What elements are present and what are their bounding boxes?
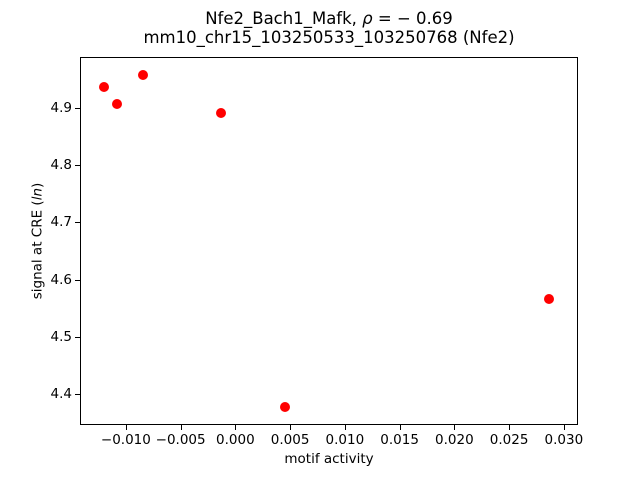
data-point xyxy=(216,108,227,119)
chart-title-line1: Nfe2_Bach1_Mafk, ρ = − 0.69 xyxy=(80,9,578,29)
x-axis-tick-mark xyxy=(180,425,182,430)
x-axis-tick-label: 0.025 xyxy=(489,432,529,448)
x-axis-tick-mark xyxy=(290,425,292,430)
x-axis-tick-mark xyxy=(454,425,456,430)
y-axis-tick-label: 4.9 xyxy=(50,100,72,117)
y-axis-tick-label: 4.7 xyxy=(50,214,72,231)
x-axis-label: motif activity xyxy=(284,451,374,467)
y-axis-label-ln: ln xyxy=(29,187,46,201)
x-axis-tick-label: −0.005 xyxy=(155,432,206,448)
x-axis-tick-label: 0.030 xyxy=(544,432,584,448)
chart-title-line1-prefix: Nfe2_Bach1_Mafk, xyxy=(205,9,363,28)
x-axis-tick-mark xyxy=(125,425,127,430)
y-axis-tick-mark xyxy=(75,393,80,395)
y-axis-label-suffix: ) xyxy=(29,182,46,188)
y-axis-tick-label: 4.5 xyxy=(50,328,72,345)
plot-area xyxy=(80,57,578,425)
x-axis-tick-mark xyxy=(509,425,511,430)
y-axis-tick-mark xyxy=(75,165,80,167)
data-point xyxy=(138,70,149,81)
data-point xyxy=(279,402,290,413)
x-axis-tick-mark xyxy=(399,425,401,430)
x-axis-tick-mark xyxy=(235,425,237,430)
y-axis-tick-mark xyxy=(75,108,80,110)
y-axis-tick-label: 4.4 xyxy=(50,385,72,402)
x-axis-tick-label: −0.010 xyxy=(100,432,151,448)
y-axis-tick-label: 4.6 xyxy=(50,271,72,288)
x-axis-tick-mark xyxy=(344,425,346,430)
chart-title: Nfe2_Bach1_Mafk, ρ = − 0.69 mm10_chr15_1… xyxy=(80,9,578,48)
chart-title-line2: mm10_chr15_103250533_103250768 (Nfe2) xyxy=(143,27,515,47)
y-axis-tick-label: 4.8 xyxy=(50,157,72,174)
x-axis-tick-label: 0.015 xyxy=(380,432,419,448)
chart-title-rho-symbol: ρ xyxy=(362,9,373,28)
chart-title-line1-suffix: = − 0.69 xyxy=(372,9,453,28)
x-axis-tick-label: 0.000 xyxy=(216,432,255,448)
x-axis-tick-label: 0.020 xyxy=(435,432,474,448)
x-axis-tick-label: 0.005 xyxy=(270,432,310,448)
data-point xyxy=(112,98,123,109)
y-axis-tick-mark xyxy=(75,222,80,224)
x-axis-tick-mark xyxy=(563,425,565,430)
y-axis-tick-mark xyxy=(75,336,80,338)
data-point xyxy=(98,81,109,92)
data-point xyxy=(543,293,554,304)
y-axis-tick-mark xyxy=(75,279,80,281)
x-axis-tick-label: 0.010 xyxy=(325,432,365,448)
